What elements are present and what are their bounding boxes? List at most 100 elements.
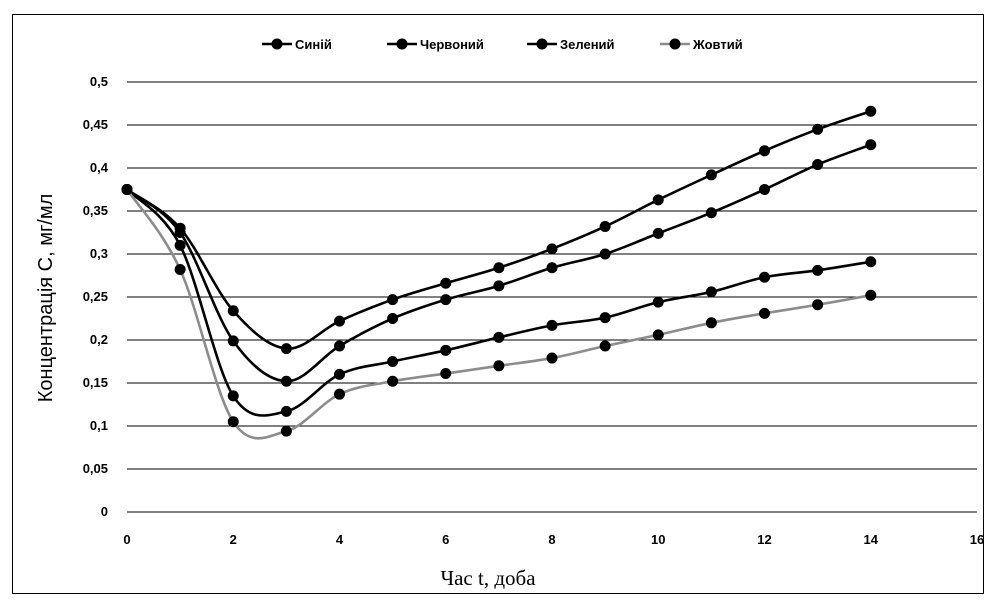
x-tick-label: 0 <box>123 532 130 547</box>
data-point <box>599 312 611 324</box>
data-point <box>387 375 399 387</box>
legend-marker <box>396 38 408 50</box>
data-point <box>387 294 399 306</box>
series-markers-0 <box>121 105 877 355</box>
data-point <box>865 289 877 301</box>
series-line <box>125 188 871 440</box>
data-point <box>546 319 558 331</box>
y-tick-label: 0,15 <box>83 375 108 390</box>
y-tick-label: 0,3 <box>90 246 108 261</box>
data-point <box>652 194 664 206</box>
data-point <box>280 425 292 437</box>
series-lines <box>121 105 877 440</box>
y-tick-label: 0,4 <box>90 160 109 175</box>
data-point <box>227 390 239 402</box>
data-point <box>227 305 239 317</box>
y-tick-label: 0,1 <box>90 418 108 433</box>
data-point <box>599 220 611 232</box>
data-point <box>759 307 770 319</box>
x-tick-label: 12 <box>757 532 771 547</box>
data-point <box>227 335 239 347</box>
y-tick-label: 0,5 <box>90 74 108 89</box>
data-point <box>705 286 717 298</box>
legend-marker <box>669 38 681 50</box>
series-3 <box>125 188 871 440</box>
legend-entry-1: Червоний <box>387 37 484 52</box>
data-point <box>280 343 292 355</box>
y-tick-label: 0,05 <box>83 461 108 476</box>
data-point <box>493 360 505 372</box>
data-point <box>599 340 611 352</box>
x-tick-label: 6 <box>442 532 449 547</box>
x-tick-label: 2 <box>230 532 237 547</box>
x-tick-label: 10 <box>651 532 665 547</box>
series-markers-3 <box>121 184 877 437</box>
y-tick-label: 0,45 <box>83 117 108 132</box>
data-point <box>387 313 399 324</box>
data-point <box>334 388 345 400</box>
legend-entry-2: Зелений <box>527 37 615 52</box>
data-point <box>759 184 770 195</box>
x-tick-label: 16 <box>970 532 984 547</box>
data-point <box>546 243 558 255</box>
y-tick-labels: 0 0,05 0,1 0,15 0,2 0,25 0,3 0,35 0,4 0,45 0,5 <box>83 74 109 519</box>
data-point <box>440 344 452 356</box>
series-line <box>126 188 871 417</box>
series-2 <box>126 188 871 417</box>
legend-entry-0: Синій <box>262 37 332 52</box>
data-point <box>121 184 133 195</box>
data-point <box>652 296 664 308</box>
x-tick-label: 8 <box>548 532 555 547</box>
data-point <box>174 239 186 251</box>
data-point <box>865 139 877 151</box>
data-point <box>652 329 664 341</box>
legend-label: Жовтий <box>692 37 743 52</box>
legend-marker <box>536 38 548 50</box>
data-point <box>812 159 824 171</box>
data-point <box>334 315 345 327</box>
data-point <box>759 145 770 157</box>
data-point <box>174 263 186 275</box>
data-point <box>227 416 239 428</box>
data-point <box>705 169 717 181</box>
data-point <box>865 105 877 117</box>
data-point <box>493 280 505 292</box>
data-point <box>865 256 877 268</box>
data-point <box>759 271 770 283</box>
data-point <box>705 207 717 219</box>
data-point <box>812 299 824 311</box>
data-point <box>493 262 505 274</box>
y-tick-label: 0,35 <box>83 203 108 218</box>
x-tick-labels: 0 2 4 6 8 10 12 14 16 <box>123 532 984 547</box>
legend-entry-3: Жовтий <box>660 37 743 52</box>
data-point <box>546 352 558 364</box>
legend-label: Червоний <box>420 37 484 52</box>
legend-label: Синій <box>295 37 332 52</box>
data-point <box>493 331 505 343</box>
x-axis-label: Час t, доба <box>440 566 536 590</box>
data-point <box>440 277 452 289</box>
data-point <box>812 264 824 276</box>
data-point <box>599 248 611 260</box>
data-point <box>440 368 452 380</box>
data-point <box>546 262 558 274</box>
legend-label: Зелений <box>560 37 615 52</box>
legend-marker <box>271 38 283 50</box>
series-markers-2 <box>121 184 877 417</box>
x-tick-label: 14 <box>864 532 879 547</box>
data-point <box>280 405 292 417</box>
data-point <box>387 356 399 367</box>
y-tick-label: 0,25 <box>83 289 108 304</box>
y-tick-label: 0,2 <box>90 332 108 347</box>
y-tick-label: 0 <box>101 504 108 519</box>
data-point <box>812 123 824 135</box>
data-point <box>334 368 345 380</box>
y-axis-label: Концентрація С, мг/мл <box>35 194 57 403</box>
data-point <box>440 294 452 306</box>
data-point <box>705 317 717 329</box>
data-point <box>652 227 664 239</box>
x-tick-label: 4 <box>336 532 344 547</box>
grid-lines <box>127 81 977 513</box>
data-point <box>174 227 186 238</box>
